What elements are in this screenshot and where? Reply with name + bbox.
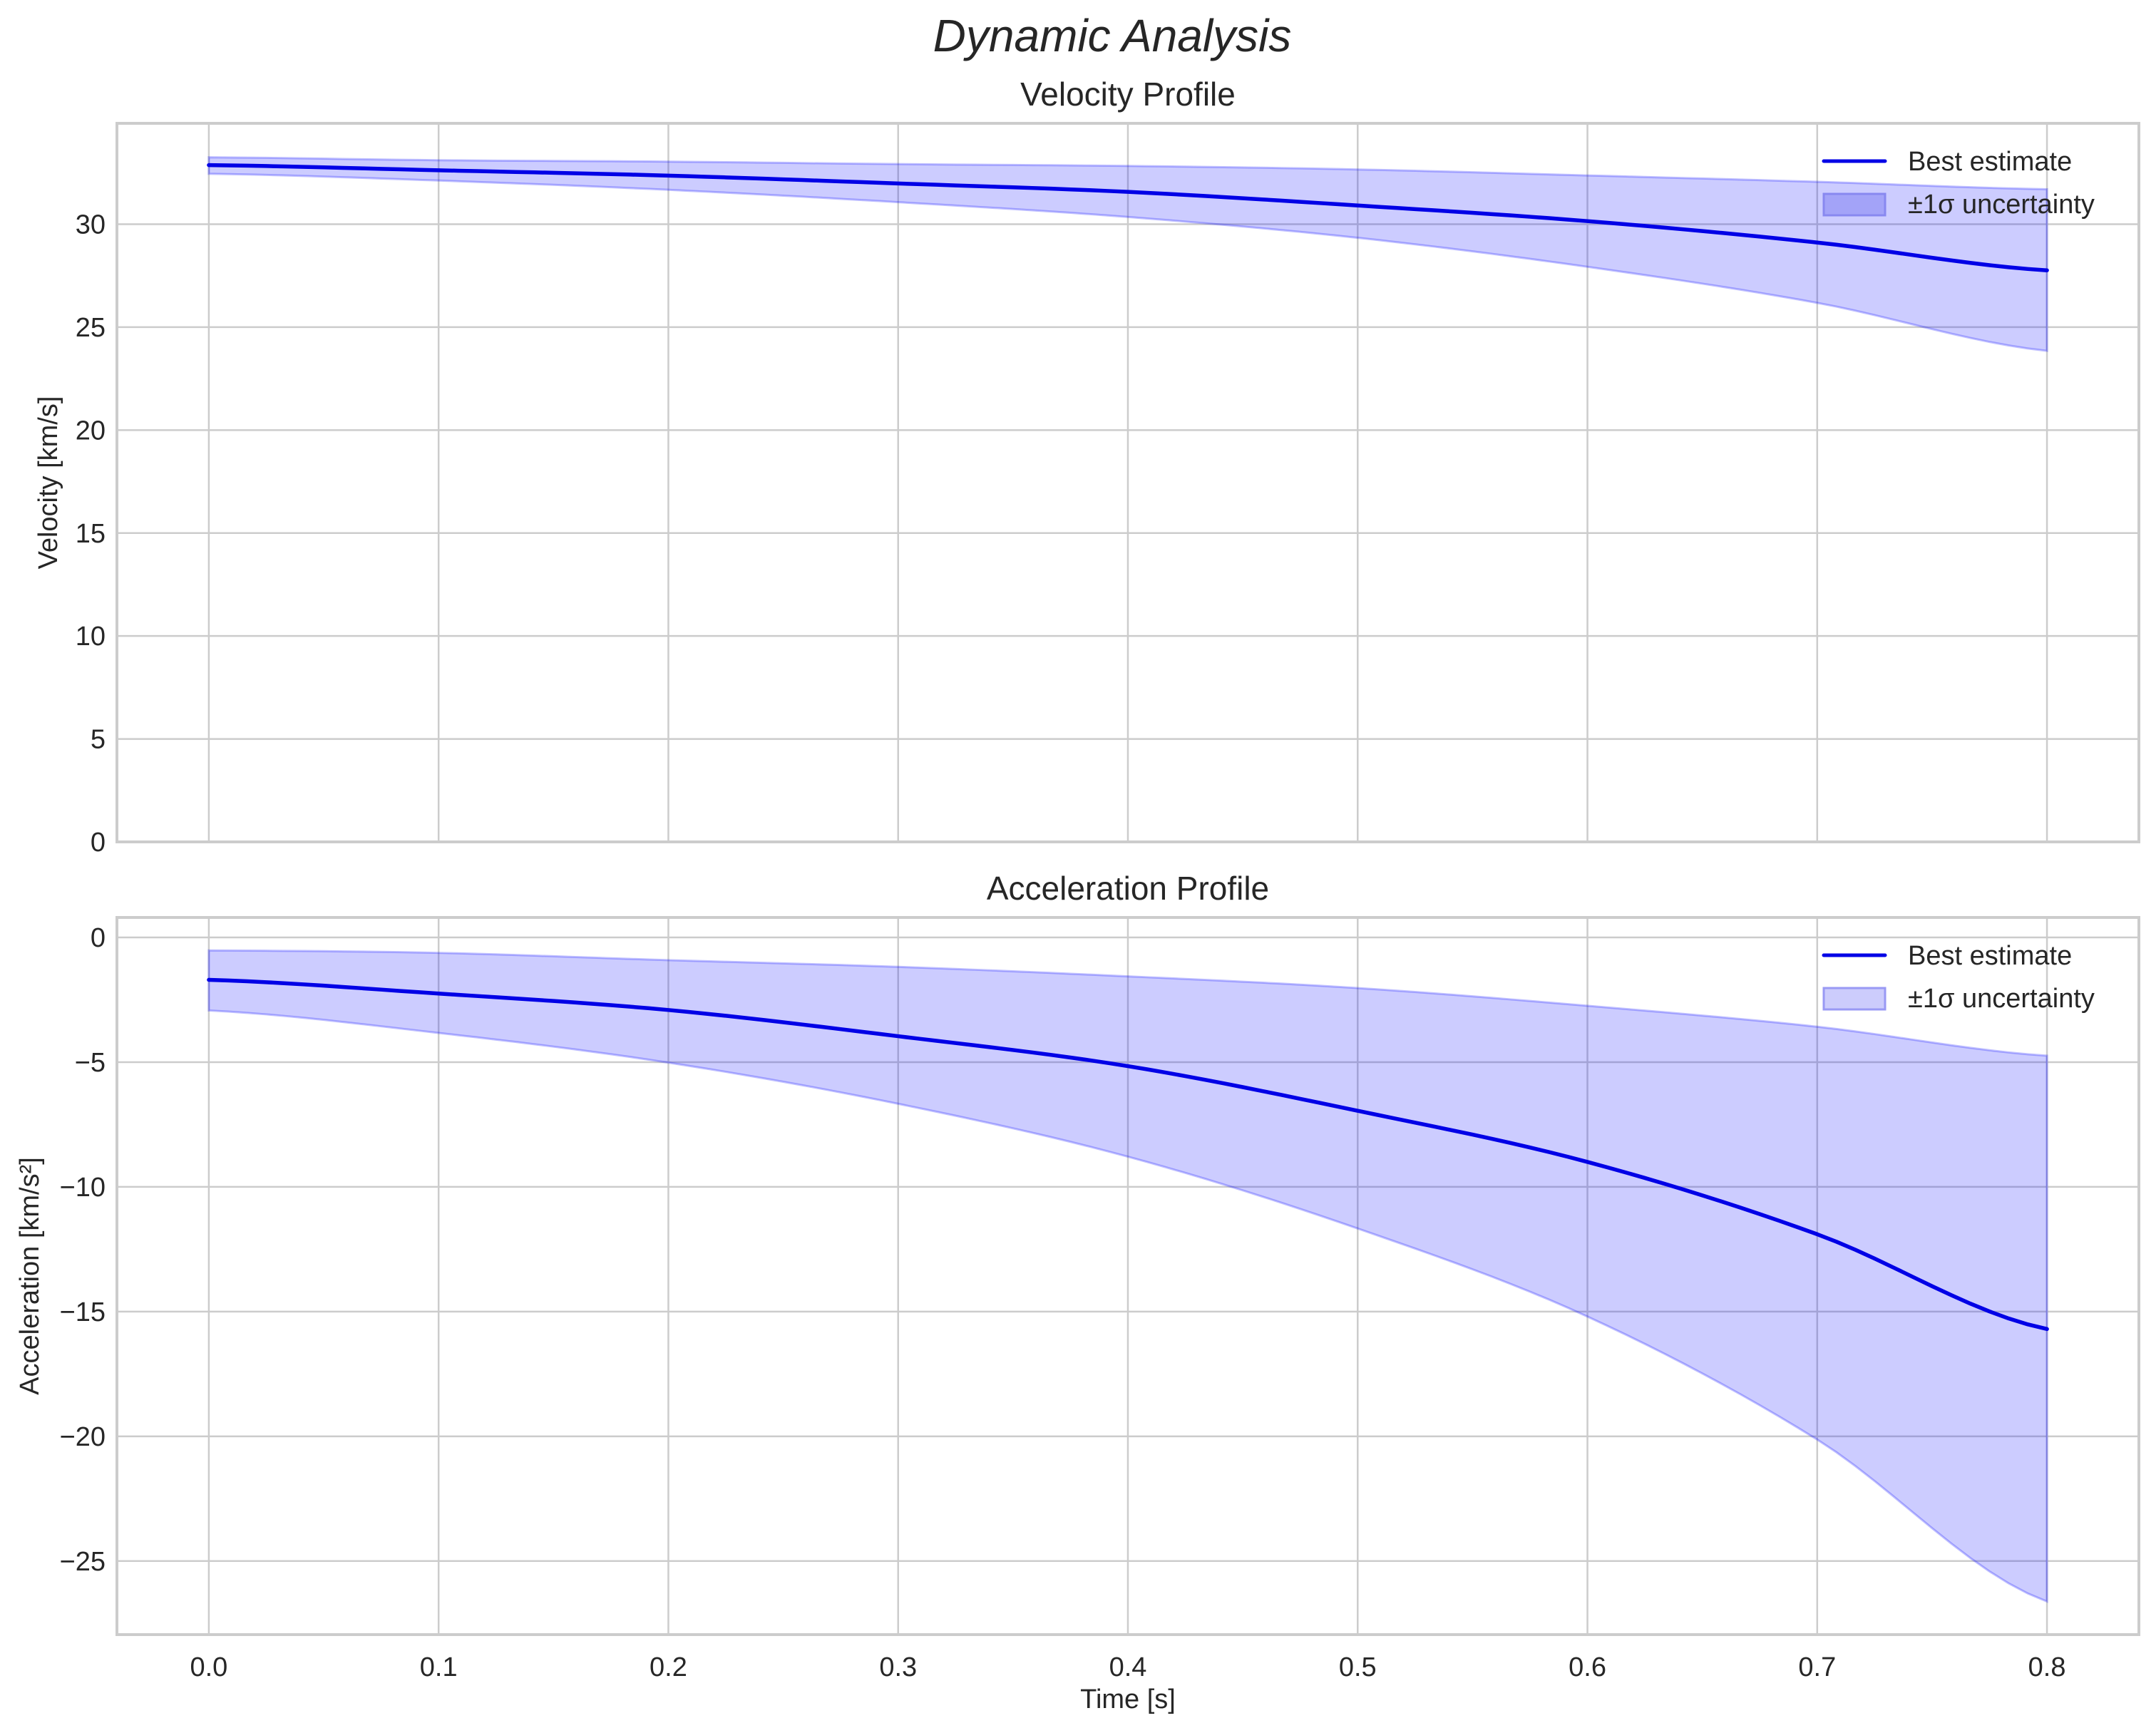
y-tick-label: −5 (75, 1048, 106, 1078)
x-axis-ticks: 0.0 0.1 0.2 0.3 0.4 0.5 0.6 0.7 0.8 (190, 1652, 2065, 1682)
legend-band-swatch (1822, 192, 1886, 217)
uncertainty-band-area (207, 156, 2048, 352)
acceleration-panel-title: Acceleration Profile (987, 870, 1269, 907)
velocity-best-estimate-line (207, 163, 2049, 272)
legend-band-swatch (1822, 987, 1886, 1011)
y-tick-label: 20 (76, 416, 106, 446)
velocity-panel: Velocity Profile 0 5 10 15 20 25 30 Velocity [… (34, 76, 2140, 858)
velocity-legend: Best estimate ±1σ uncertainty (1822, 147, 2095, 220)
y-tick-label: 15 (76, 519, 106, 549)
y-tick-label: −20 (60, 1422, 106, 1452)
velocity-panel-title: Velocity Profile (1020, 76, 1236, 113)
y-tick-label: 5 (91, 725, 106, 755)
x-tick-label: 0.0 (190, 1652, 227, 1682)
acceleration-uncertainty-band (207, 949, 2048, 1603)
y-tick-label: −10 (60, 1173, 106, 1203)
velocity-uncertainty-band (207, 156, 2048, 352)
acceleration-panel: Acceleration Profile 0 −5 −10 −15 −20 −25 0.0… (15, 870, 2140, 1714)
acceleration-axes-frame (115, 916, 2140, 1636)
legend-uncertainty-label: ±1σ uncertainty (1908, 190, 2095, 220)
best-estimate-curve (207, 977, 2049, 1332)
acceleration-legend: Best estimate ±1σ uncertainty (1822, 941, 2095, 1014)
y-tick-label: 25 (76, 313, 106, 343)
uncertainty-band-area (207, 949, 2048, 1603)
y-tick-label: −25 (60, 1547, 106, 1577)
velocity-axes-frame (115, 122, 2140, 843)
acceleration-grid (117, 917, 2139, 1635)
x-tick-label: 0.7 (1798, 1652, 1836, 1682)
y-tick-label: −15 (60, 1297, 106, 1327)
y-tick-label: 0 (91, 828, 106, 858)
x-axis-label: Time [s] (1080, 1685, 1176, 1714)
x-tick-label: 0.4 (1109, 1652, 1147, 1682)
legend-best-estimate-label: Best estimate (1908, 941, 2072, 971)
legend-uncertainty-label: ±1σ uncertainty (1908, 984, 2095, 1014)
acceleration-y-axis-label: Acceleration [km/s²] (15, 1157, 45, 1395)
best-estimate-curve (207, 163, 2049, 272)
acceleration-y-ticks: 0 −5 −10 −15 −20 −25 (60, 923, 106, 1577)
y-tick-label: 10 (76, 622, 106, 652)
x-tick-label: 0.3 (879, 1652, 917, 1682)
legend-best-estimate-label: Best estimate (1908, 147, 2072, 177)
x-tick-label: 0.8 (2028, 1652, 2066, 1682)
velocity-y-axis-label: Velocity [km/s] (34, 396, 63, 570)
x-tick-label: 0.2 (650, 1652, 687, 1682)
figure-suptitle: Dynamic Analysis (933, 10, 1292, 61)
x-tick-label: 0.5 (1339, 1652, 1377, 1682)
x-tick-label: 0.1 (420, 1652, 458, 1682)
y-tick-label: 0 (91, 923, 106, 953)
acceleration-best-estimate-line (207, 977, 2049, 1332)
x-tick-label: 0.6 (1569, 1652, 1606, 1682)
velocity-y-ticks: 0 5 10 15 20 25 30 (76, 210, 106, 858)
y-tick-label: 30 (76, 210, 106, 240)
